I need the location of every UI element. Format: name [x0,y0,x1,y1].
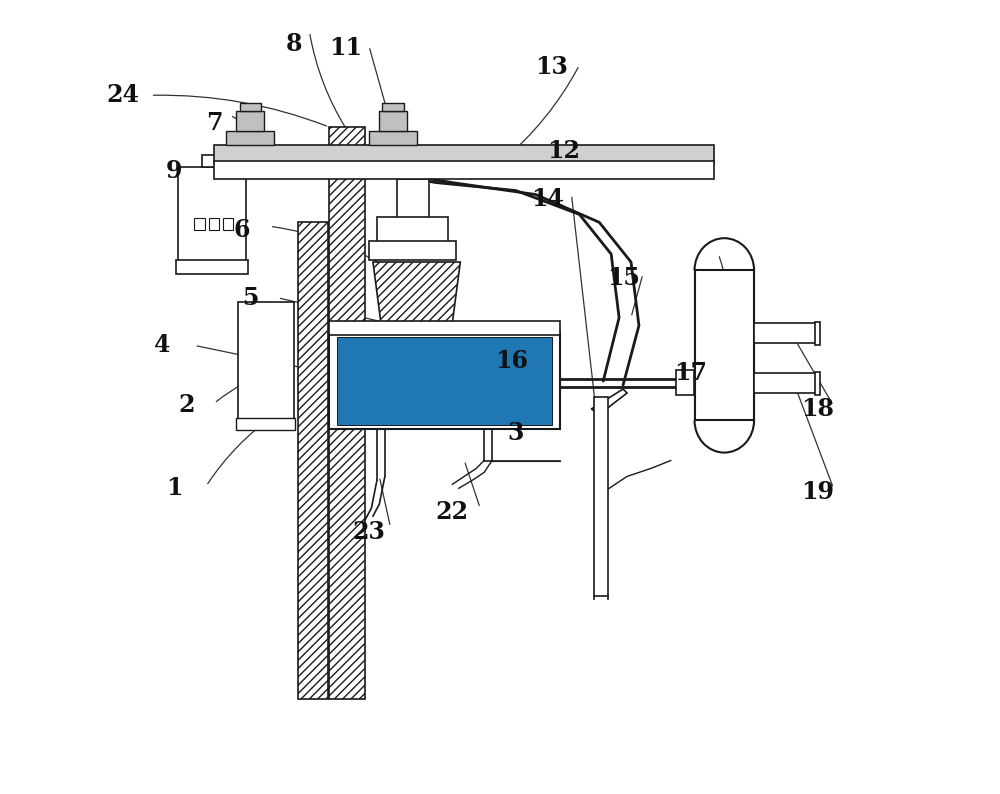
Bar [178,167,246,262]
Bar [209,218,219,230]
Text: 6: 6 [234,218,250,242]
Text: 8: 8 [285,32,302,56]
Bar [676,370,694,395]
Bar [226,131,274,145]
Text: 12: 12 [547,139,580,163]
Bar [236,418,295,430]
Text: 5: 5 [242,286,258,310]
Bar [329,321,560,335]
Text: 1: 1 [166,476,183,500]
Bar [298,222,328,699]
Text: 13: 13 [535,56,568,79]
Text: 4: 4 [154,333,171,357]
Bar [337,337,552,425]
Bar [377,353,456,389]
Text: 11: 11 [329,36,362,60]
Text: 15: 15 [607,266,640,290]
Bar [754,373,818,393]
Bar [202,155,226,167]
Text: 18: 18 [801,397,834,421]
Text: 2: 2 [178,393,195,417]
Text: 9: 9 [166,159,183,183]
Text: 22: 22 [436,500,469,524]
Bar [369,241,456,260]
Bar [377,217,448,242]
Bar [397,179,429,218]
Bar [594,397,608,596]
Text: 24: 24 [106,83,139,107]
Bar [329,333,560,429]
Bar [194,218,205,230]
Bar [176,260,248,274]
Bar [815,372,820,395]
Text: 19: 19 [801,480,834,504]
Bar [369,131,417,145]
Bar [815,322,820,345]
Polygon shape [373,262,460,353]
Bar [223,218,233,230]
Text: 14: 14 [531,187,564,210]
Bar [329,127,365,699]
Bar [238,302,294,421]
Text: 17: 17 [674,361,707,385]
Bar [214,161,714,179]
Bar [214,145,714,163]
Text: 23: 23 [353,520,385,544]
Bar [382,103,404,111]
Bar [695,270,754,421]
Bar [379,111,407,131]
Text: 7: 7 [206,111,222,135]
Text: 16: 16 [495,349,528,373]
Text: 3: 3 [508,421,524,445]
Bar [754,323,818,343]
Polygon shape [591,389,627,414]
Bar [240,103,261,111]
Bar [236,111,264,131]
